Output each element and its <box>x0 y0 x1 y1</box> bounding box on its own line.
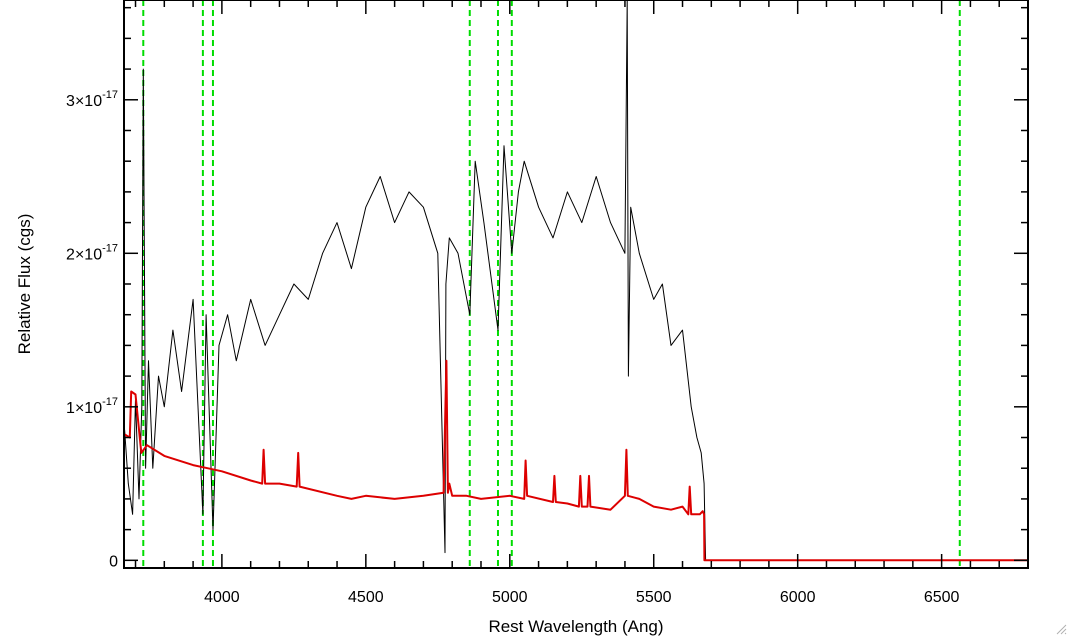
x-tick-label: 5500 <box>636 589 672 606</box>
line-markers <box>142 0 961 568</box>
y-tick-mantissa: 0 <box>109 553 118 570</box>
tick-marks <box>124 0 1029 568</box>
y-tick-exponent: -17 <box>102 242 118 254</box>
series-line-0 <box>124 0 1028 561</box>
x-tick-label: 5000 <box>492 589 528 606</box>
x-tick-label: 6000 <box>780 589 816 606</box>
resize-grip-icon[interactable] <box>1055 623 1067 635</box>
y-tick-mantissa: 2×10 <box>66 246 102 263</box>
x-tick-label: 4500 <box>348 589 384 606</box>
y-tick-mantissa: 1×10 <box>66 400 102 417</box>
x-tick-label: 4000 <box>204 589 240 606</box>
y-axis-title: Relative Flux (cgs) <box>15 214 34 355</box>
y-tick-label: 2×10-17 <box>66 242 118 263</box>
series-group <box>124 0 1028 562</box>
x-tick-label: 6500 <box>924 589 960 606</box>
y-tick-label: 3×10-17 <box>66 89 118 110</box>
series-line-1 <box>124 359 1028 562</box>
y-tick-label: 0 <box>109 553 118 570</box>
x-tick-labels: 4000 4500 5000 5500 6000 6500 <box>204 589 959 606</box>
y-tick-labels: 01×10-172×10-173×10-17 <box>66 89 118 571</box>
x-axis-title: Rest Wavelength (Ang) <box>488 617 663 636</box>
y-tick-exponent: -17 <box>102 396 118 408</box>
y-tick-label: 1×10-17 <box>66 396 118 417</box>
y-tick-exponent: -17 <box>102 89 118 101</box>
y-tick-mantissa: 3×10 <box>66 93 102 110</box>
